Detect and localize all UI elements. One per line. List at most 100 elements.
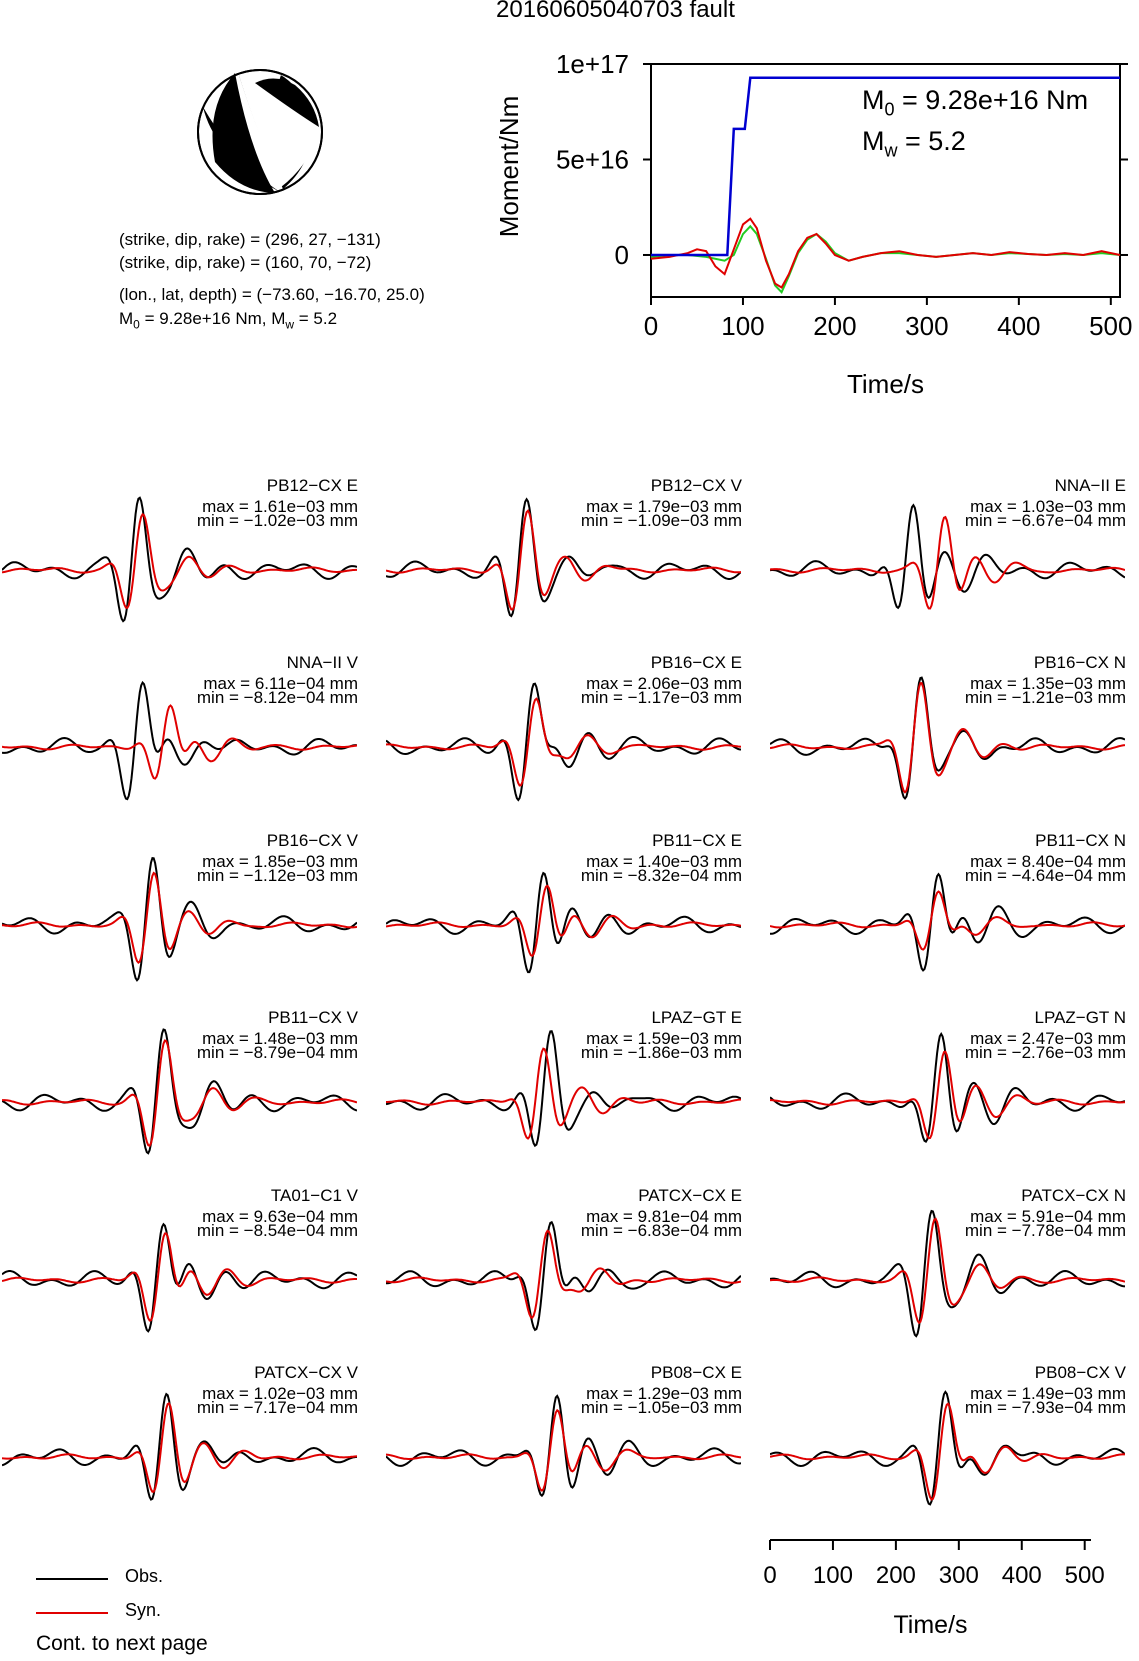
stf-m0-prefix: M bbox=[862, 85, 885, 115]
observed-trace bbox=[386, 871, 741, 974]
waveform-max-label: max = 9.63e−04 mm bbox=[202, 1207, 358, 1226]
stf-m0-text: = 9.28e+16 Nm bbox=[894, 85, 1089, 115]
observed-trace bbox=[2, 496, 357, 623]
observed-trace bbox=[386, 1220, 741, 1332]
waveform-panel: NNA−II V max = 6.11e−04 mm min = −8.12e−04… bbox=[2, 651, 362, 828]
waveform-max-label: max = 9.81e−04 mm bbox=[586, 1207, 742, 1226]
waveform-min-label: min = −1.17e−03 mm bbox=[580, 688, 742, 707]
moment-summary: M0 = 9.28e+16 Nm, Mw = 5.2 bbox=[119, 309, 337, 334]
observed-trace bbox=[770, 676, 1125, 800]
waveform-station-label: PB16−CX N bbox=[1033, 653, 1126, 672]
waveform-max-label: max = 2.47e−03 mm bbox=[970, 1029, 1126, 1048]
waveform-min-label: min = −8.54e−04 mm bbox=[196, 1221, 358, 1240]
synthetic-trace bbox=[770, 890, 1125, 951]
waveform-plot bbox=[770, 676, 1125, 800]
stf-y-tick-label: 0 bbox=[615, 240, 629, 270]
waveform-plot bbox=[770, 872, 1125, 972]
waveform-station-label: PB08−CX E bbox=[650, 1363, 742, 1382]
waveform-max-label: max = 1.40e−03 mm bbox=[586, 852, 742, 871]
waveform-min-label: min = −8.79e−04 mm bbox=[196, 1043, 358, 1062]
waveform-station-label: TA01−C1 V bbox=[270, 1186, 358, 1205]
waveform-plot bbox=[386, 1220, 741, 1332]
moment-m-prefix: M bbox=[119, 309, 134, 328]
stf-plot-frame bbox=[650, 63, 1121, 298]
waveform-max-label: max = 1.61e−03 mm bbox=[202, 497, 358, 516]
synthetic-trace bbox=[386, 1229, 741, 1319]
continued-note: Cont. to next page bbox=[36, 1632, 208, 1655]
stf-x-tick-label: 400 bbox=[997, 311, 1040, 341]
waveform-min-label: min = −7.78e−04 mm bbox=[964, 1221, 1126, 1240]
waveform-station-label: LPAZ−GT N bbox=[1034, 1008, 1126, 1027]
waveform-max-label: max = 1.79e−03 mm bbox=[586, 497, 742, 516]
observed-trace bbox=[770, 1390, 1125, 1506]
waveform-plot bbox=[2, 1392, 357, 1501]
nodal-plane-2: (strike, dip, rake) = (160, 70, −72) bbox=[119, 253, 372, 272]
waveform-plot bbox=[2, 680, 357, 801]
waveform-panel: PB11−CX N max = 8.40e−04 mm min = −4.64e−0… bbox=[770, 829, 1130, 1006]
waveform-plot bbox=[386, 871, 741, 974]
waveform-min-label: min = −1.21e−03 mm bbox=[964, 688, 1126, 707]
waveform-station-label: PB11−CX V bbox=[268, 1008, 358, 1027]
waveform-min-label: min = −4.64e−04 mm bbox=[964, 866, 1126, 885]
synthetic-trace bbox=[386, 697, 741, 787]
waveform-plot bbox=[770, 1209, 1125, 1338]
waveform-min-label: min = −1.05e−03 mm bbox=[580, 1398, 742, 1417]
waveform-station-label: PATCX−CX N bbox=[1021, 1186, 1126, 1205]
synthetic-trace bbox=[386, 509, 741, 611]
waveform-plot bbox=[2, 1028, 357, 1155]
beachball-icon bbox=[197, 69, 323, 195]
moment-m-text: = 9.28e+16 Nm, M bbox=[139, 309, 286, 328]
observed-trace bbox=[770, 872, 1125, 972]
time-axis-tick-label: 0 bbox=[763, 1562, 776, 1589]
moment-rate-chart: 0 100 200 300 400 500 0 5e+16 1e+17 Time/s Moment/… bbox=[494, 49, 1132, 399]
stf-y-tick-label: 1e+17 bbox=[556, 49, 629, 79]
waveform-station-label: PB12−CX E bbox=[266, 476, 358, 495]
stf-m0-line: M0 = 9.28e+16 Nm bbox=[862, 84, 1088, 125]
waveform-min-label: min = −8.12e−04 mm bbox=[196, 688, 358, 707]
stf-synthetic-line bbox=[650, 217, 1121, 289]
waveform-min-label: min = −2.76e−03 mm bbox=[964, 1043, 1126, 1062]
waveform-max-label: max = 1.35e−03 mm bbox=[970, 674, 1126, 693]
waveform-panel: LPAZ−GT N max = 2.47e−03 mm min = −2.76e−0… bbox=[770, 1006, 1130, 1183]
waveform-plot bbox=[770, 503, 1125, 610]
waveform-plot bbox=[386, 682, 741, 802]
synthetic-trace bbox=[386, 884, 741, 958]
waveform-station-label: NNA−II E bbox=[1054, 476, 1126, 495]
waveform-min-label: min = −8.32e−04 mm bbox=[580, 866, 742, 885]
stf-y-tick-label: 5e+16 bbox=[556, 144, 629, 174]
waveform-panel: PB08−CX E max = 1.29e−03 mm min = −1.05e−0… bbox=[386, 1361, 746, 1538]
waveform-min-label: min = −6.83e−04 mm bbox=[580, 1221, 742, 1240]
stf-x-tick-label: 100 bbox=[721, 311, 764, 341]
waveform-plot bbox=[2, 856, 357, 982]
waveform-max-label: max = 1.29e−03 mm bbox=[586, 1384, 742, 1403]
waveform-max-label: max = 1.49e−03 mm bbox=[970, 1384, 1126, 1403]
waveform-max-label: max = 1.59e−03 mm bbox=[586, 1029, 742, 1048]
stf-annotation: M0 = 9.28e+16 Nm Mw = 5.2 bbox=[862, 84, 1088, 167]
synthetic-trace bbox=[2, 512, 357, 610]
waveform-panel: PATCX−CX N max = 5.91e−04 mm min = −7.78e−… bbox=[770, 1184, 1130, 1361]
waveform-station-label: PATCX−CX V bbox=[254, 1363, 358, 1382]
waveform-panel: PB16−CX V max = 1.85e−03 mm min = −1.12e−0… bbox=[2, 829, 362, 1006]
legend-syn-line bbox=[36, 1612, 108, 1614]
stf-m0-sub: 0 bbox=[884, 99, 895, 120]
waveform-plot bbox=[770, 1032, 1125, 1143]
observed-trace bbox=[2, 680, 357, 801]
synthetic-trace bbox=[770, 515, 1125, 610]
waveform-max-label: max = 8.40e−04 mm bbox=[970, 852, 1126, 871]
stf-y-axis-label: Moment/Nm bbox=[494, 96, 524, 238]
synthetic-trace bbox=[386, 1047, 741, 1140]
waveform-max-label: max = 1.03e−03 mm bbox=[970, 497, 1126, 516]
waveform-max-label: max = 2.06e−03 mm bbox=[586, 674, 742, 693]
waveform-panel: PB08−CX V max = 1.49e−03 mm min = −7.93e−0… bbox=[770, 1361, 1130, 1538]
waveform-station-label: PB16−CX V bbox=[266, 831, 358, 850]
stf-x-tick-label: 0 bbox=[644, 311, 658, 341]
waveform-panel: PATCX−CX V max = 1.02e−03 mm min = −7.17e−… bbox=[2, 1361, 362, 1538]
waveform-panel: PB16−CX N max = 1.35e−03 mm min = −1.21e−0… bbox=[770, 651, 1130, 828]
observed-trace bbox=[386, 1030, 741, 1148]
time-axis-tick-label: 300 bbox=[939, 1562, 979, 1589]
waveform-time-axis: 0 100 200 300 400 500 Time/s bbox=[763, 1539, 1105, 1639]
waveform-min-label: min = −7.17e−04 mm bbox=[196, 1398, 358, 1417]
waveform-plot bbox=[2, 496, 357, 623]
synthetic-trace bbox=[2, 871, 357, 964]
waveform-station-label: PB08−CX V bbox=[1034, 1363, 1126, 1382]
